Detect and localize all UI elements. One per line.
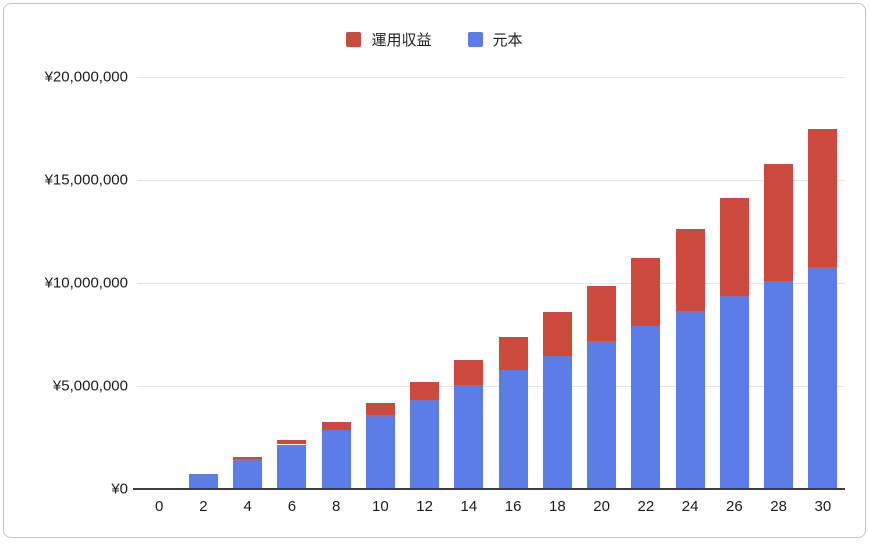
x-axis-tick-label: 16 — [504, 498, 522, 515]
bar-segment-returns[interactable] — [233, 457, 263, 460]
y-axis-tick-label: ¥20,000,000 — [44, 68, 128, 86]
x-axis-tick-label: 18 — [549, 498, 566, 515]
bar-segment-principal[interactable] — [542, 355, 572, 489]
x-axis-tick-label: 10 — [372, 498, 389, 515]
x-axis-tick-label: 12 — [416, 498, 433, 515]
bar-segment-returns[interactable] — [587, 286, 617, 341]
bar-segment-returns[interactable] — [454, 360, 484, 386]
bar-segment-principal[interactable] — [675, 311, 705, 489]
x-axis-tick-label: 28 — [770, 498, 787, 515]
x-axis-tick-label: 26 — [726, 498, 743, 515]
y-axis-tick-label: ¥10,000,000 — [44, 274, 128, 292]
bar-segment-principal[interactable] — [188, 474, 218, 489]
legend-swatch-returns-icon — [346, 32, 362, 47]
bar-segment-principal[interactable] — [410, 400, 440, 489]
bar-segment-principal[interactable] — [233, 459, 263, 489]
bar-segment-principal[interactable] — [764, 281, 794, 489]
y-axis-tick-label: ¥5,000,000 — [52, 377, 128, 395]
bar-segment-returns[interactable] — [631, 258, 661, 326]
x-axis-tick-label: 2 — [199, 498, 208, 515]
x-axis-line — [133, 488, 845, 490]
gridline-y20000000 — [137, 76, 845, 78]
bar-segment-returns[interactable] — [808, 128, 838, 267]
bar-segment-principal[interactable] — [631, 325, 661, 489]
gridline-y5000000 — [137, 385, 845, 387]
y-axis-tick-label: ¥15,000,000 — [44, 171, 128, 189]
bar-segment-returns[interactable] — [321, 422, 351, 430]
chart-container: 運用収益 元本 ¥0 ¥5,000,000 ¥10,000,000 ¥15,000,0… — [3, 3, 866, 538]
legend-swatch-principal-icon — [467, 32, 483, 47]
bar-segment-returns[interactable] — [277, 440, 307, 445]
x-axis-tick-label: 20 — [593, 498, 610, 515]
x-axis-tick-label: 22 — [637, 498, 655, 515]
x-axis-tick-label: 0 — [154, 498, 164, 515]
legend-label-principal: 元本 — [492, 32, 523, 49]
x-axis-tick-label: 24 — [681, 498, 699, 515]
x-axis-tick-label: 14 — [460, 498, 478, 515]
bar-segment-principal[interactable] — [321, 429, 351, 489]
bar-segment-returns[interactable] — [410, 382, 440, 400]
bar-segment-principal[interactable] — [498, 370, 528, 489]
bar-segment-principal[interactable] — [365, 414, 395, 489]
bar-segment-returns[interactable] — [365, 402, 395, 415]
bar-segment-returns[interactable] — [498, 336, 528, 371]
bar-segment-returns[interactable] — [719, 197, 749, 297]
legend-item-principal[interactable]: 元本 — [467, 29, 523, 50]
x-axis-tick-label: 30 — [814, 498, 832, 515]
gridline-y10000000 — [137, 282, 845, 284]
legend-item-returns[interactable]: 運用収益 — [346, 29, 432, 50]
bar-segment-principal[interactable] — [719, 296, 749, 489]
bar-segment-returns[interactable] — [675, 228, 705, 311]
bar-segment-returns[interactable] — [764, 164, 794, 282]
gridline-y15000000 — [137, 179, 845, 181]
x-axis-tick-label: 4 — [243, 498, 252, 515]
bar-segment-principal[interactable] — [587, 340, 617, 489]
bar-segment-principal[interactable] — [454, 385, 484, 489]
x-axis-tick-label: 8 — [331, 498, 341, 515]
x-axis-tick-label: 6 — [287, 498, 297, 515]
plot-area[interactable]: ¥0 ¥5,000,000 ¥10,000,000 ¥15,000,000 ¥20,00… — [4, 4, 865, 537]
chart-legend: 運用収益 元本 — [4, 29, 865, 50]
legend-label-returns: 運用収益 — [371, 32, 432, 49]
bar-segment-principal[interactable] — [808, 266, 838, 489]
y-axis-tick-label: ¥0 — [111, 480, 128, 498]
bar-segment-principal[interactable] — [277, 444, 307, 489]
bar-segment-returns[interactable] — [542, 312, 572, 356]
